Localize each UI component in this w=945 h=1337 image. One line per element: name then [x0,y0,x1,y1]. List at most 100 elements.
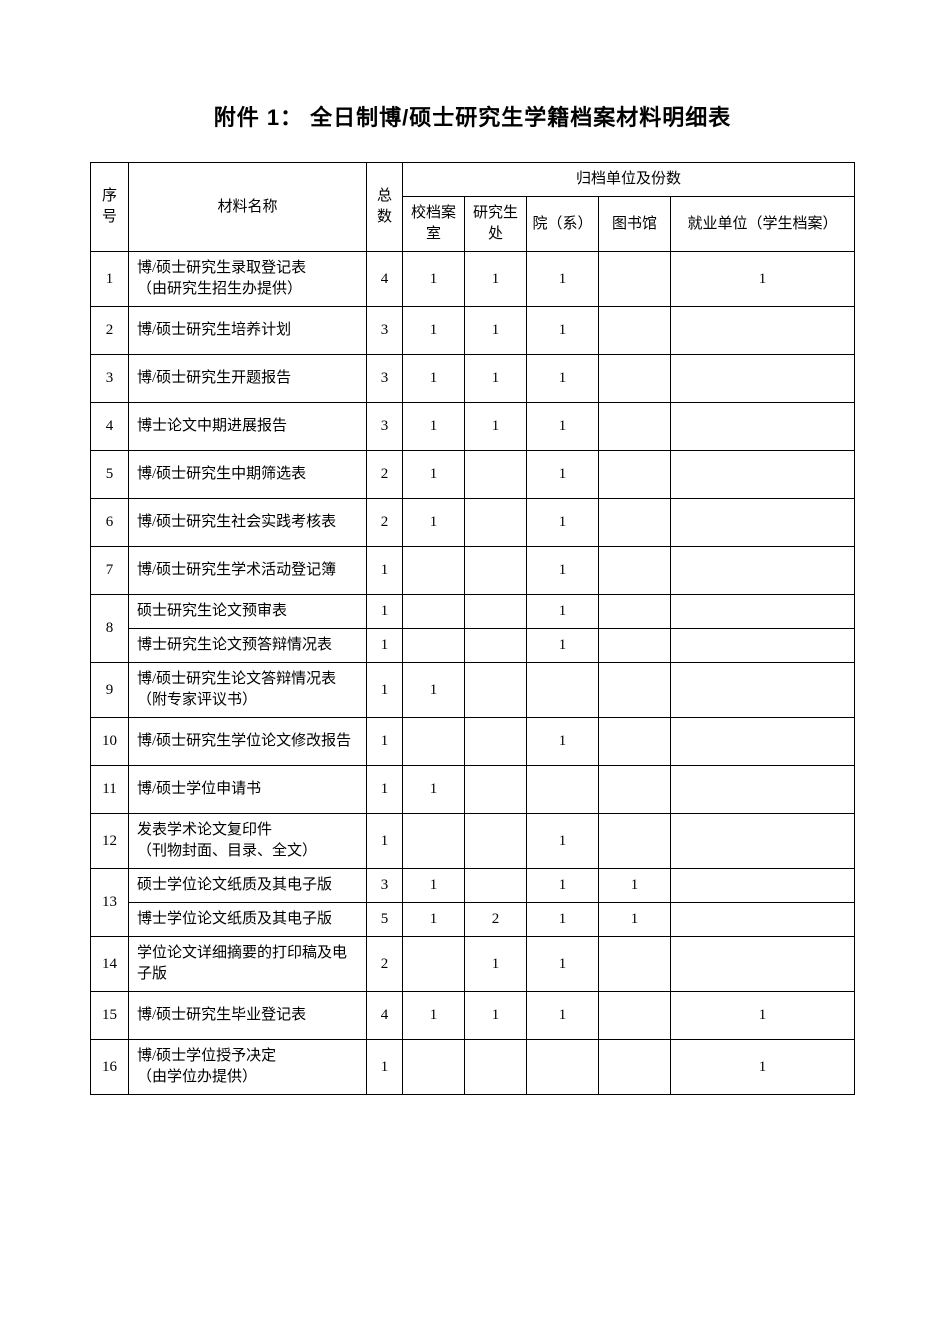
seq-cell: 5 [91,451,129,499]
value-cell-e [671,451,855,499]
value-cell-a: 1 [403,451,465,499]
seq-cell: 13 [91,869,129,937]
value-cell-a: 1 [403,903,465,937]
table-row: 11博/硕士学位申请书11 [91,766,855,814]
table-row: 8硕士研究生论文预审表11 [91,595,855,629]
value-cell-a [403,814,465,869]
value-cell-c: 1 [527,629,599,663]
table-row: 1博/硕士研究生录取登记表（由研究生招生办提供）41111 [91,252,855,307]
value-cell-e [671,547,855,595]
value-cell-total: 4 [367,252,403,307]
value-cell-a [403,547,465,595]
value-cell-total: 2 [367,451,403,499]
value-cell-e: 1 [671,1040,855,1095]
value-cell-total: 4 [367,992,403,1040]
table-row: 15博/硕士研究生毕业登记表41111 [91,992,855,1040]
value-cell-a [403,1040,465,1095]
value-cell-d [599,307,671,355]
value-cell-c: 1 [527,307,599,355]
value-cell-total: 1 [367,766,403,814]
value-cell-e [671,766,855,814]
name-cell: 发表学术论文复印件（刊物封面、目录、全文） [129,814,367,869]
value-cell-total: 2 [367,937,403,992]
seq-cell: 1 [91,252,129,307]
value-cell-a: 1 [403,869,465,903]
value-cell-a: 1 [403,355,465,403]
value-cell-c: 1 [527,992,599,1040]
value-cell-total: 3 [367,307,403,355]
value-cell-e [671,718,855,766]
header-group: 归档单位及份数 [403,163,855,197]
name-cell: 博/硕士研究生社会实践考核表 [129,499,367,547]
value-cell-d [599,814,671,869]
name-cell: 博士研究生论文预答辩情况表 [129,629,367,663]
value-cell-c [527,1040,599,1095]
header-seq: 序号 [91,163,129,252]
value-cell-c: 1 [527,451,599,499]
value-cell-total: 2 [367,499,403,547]
value-cell-b: 1 [465,992,527,1040]
header-col-b: 研究生处 [465,197,527,252]
value-cell-c [527,663,599,718]
value-cell-c: 1 [527,355,599,403]
value-cell-total: 3 [367,355,403,403]
table-row: 13硕士学位论文纸质及其电子版3111 [91,869,855,903]
name-cell: 博/硕士研究生中期筛选表 [129,451,367,499]
value-cell-b [465,814,527,869]
table-row: 博士研究生论文预答辩情况表11 [91,629,855,663]
value-cell-d [599,629,671,663]
table-row: 7博/硕士研究生学术活动登记簿11 [91,547,855,595]
value-cell-a [403,718,465,766]
seq-cell: 9 [91,663,129,718]
value-cell-d [599,992,671,1040]
value-cell-a: 1 [403,307,465,355]
table-body: 1博/硕士研究生录取登记表（由研究生招生办提供）411112博/硕士研究生培养计… [91,252,855,1095]
value-cell-a: 1 [403,663,465,718]
value-cell-total: 1 [367,595,403,629]
value-cell-a: 1 [403,766,465,814]
name-cell: 硕士学位论文纸质及其电子版 [129,869,367,903]
value-cell-d [599,451,671,499]
value-cell-b [465,766,527,814]
name-cell: 博/硕士研究生录取登记表（由研究生招生办提供） [129,252,367,307]
value-cell-b [465,629,527,663]
value-cell-e [671,307,855,355]
seq-cell: 15 [91,992,129,1040]
seq-cell: 8 [91,595,129,663]
seq-cell: 10 [91,718,129,766]
value-cell-total: 3 [367,869,403,903]
value-cell-b: 1 [465,252,527,307]
seq-cell: 2 [91,307,129,355]
seq-cell: 14 [91,937,129,992]
value-cell-d [599,547,671,595]
value-cell-total: 1 [367,1040,403,1095]
seq-cell: 16 [91,1040,129,1095]
value-cell-d [599,937,671,992]
name-cell: 博士学位论文纸质及其电子版 [129,903,367,937]
value-cell-total: 1 [367,629,403,663]
table-row: 博士学位论文纸质及其电子版51211 [91,903,855,937]
value-cell-c: 1 [527,814,599,869]
table-row: 5博/硕士研究生中期筛选表211 [91,451,855,499]
table-row: 16博/硕士学位授予决定（由学位办提供）11 [91,1040,855,1095]
name-cell: 博士论文中期进展报告 [129,403,367,451]
value-cell-total: 5 [367,903,403,937]
value-cell-c: 1 [527,718,599,766]
value-cell-d [599,1040,671,1095]
value-cell-d [599,499,671,547]
table-row: 10博/硕士研究生学位论文修改报告11 [91,718,855,766]
page-title: 附件 1： 全日制博/硕士研究生学籍档案材料明细表 [90,100,855,132]
header-col-c: 院（系） [527,197,599,252]
seq-cell: 7 [91,547,129,595]
name-cell: 博/硕士研究生开题报告 [129,355,367,403]
name-cell: 学位论文详细摘要的打印稿及电子版 [129,937,367,992]
value-cell-b [465,663,527,718]
name-cell: 博/硕士学位授予决定（由学位办提供） [129,1040,367,1095]
value-cell-d [599,663,671,718]
value-cell-e [671,499,855,547]
value-cell-e [671,595,855,629]
value-cell-e [671,903,855,937]
value-cell-e [671,814,855,869]
seq-cell: 3 [91,355,129,403]
value-cell-a [403,937,465,992]
